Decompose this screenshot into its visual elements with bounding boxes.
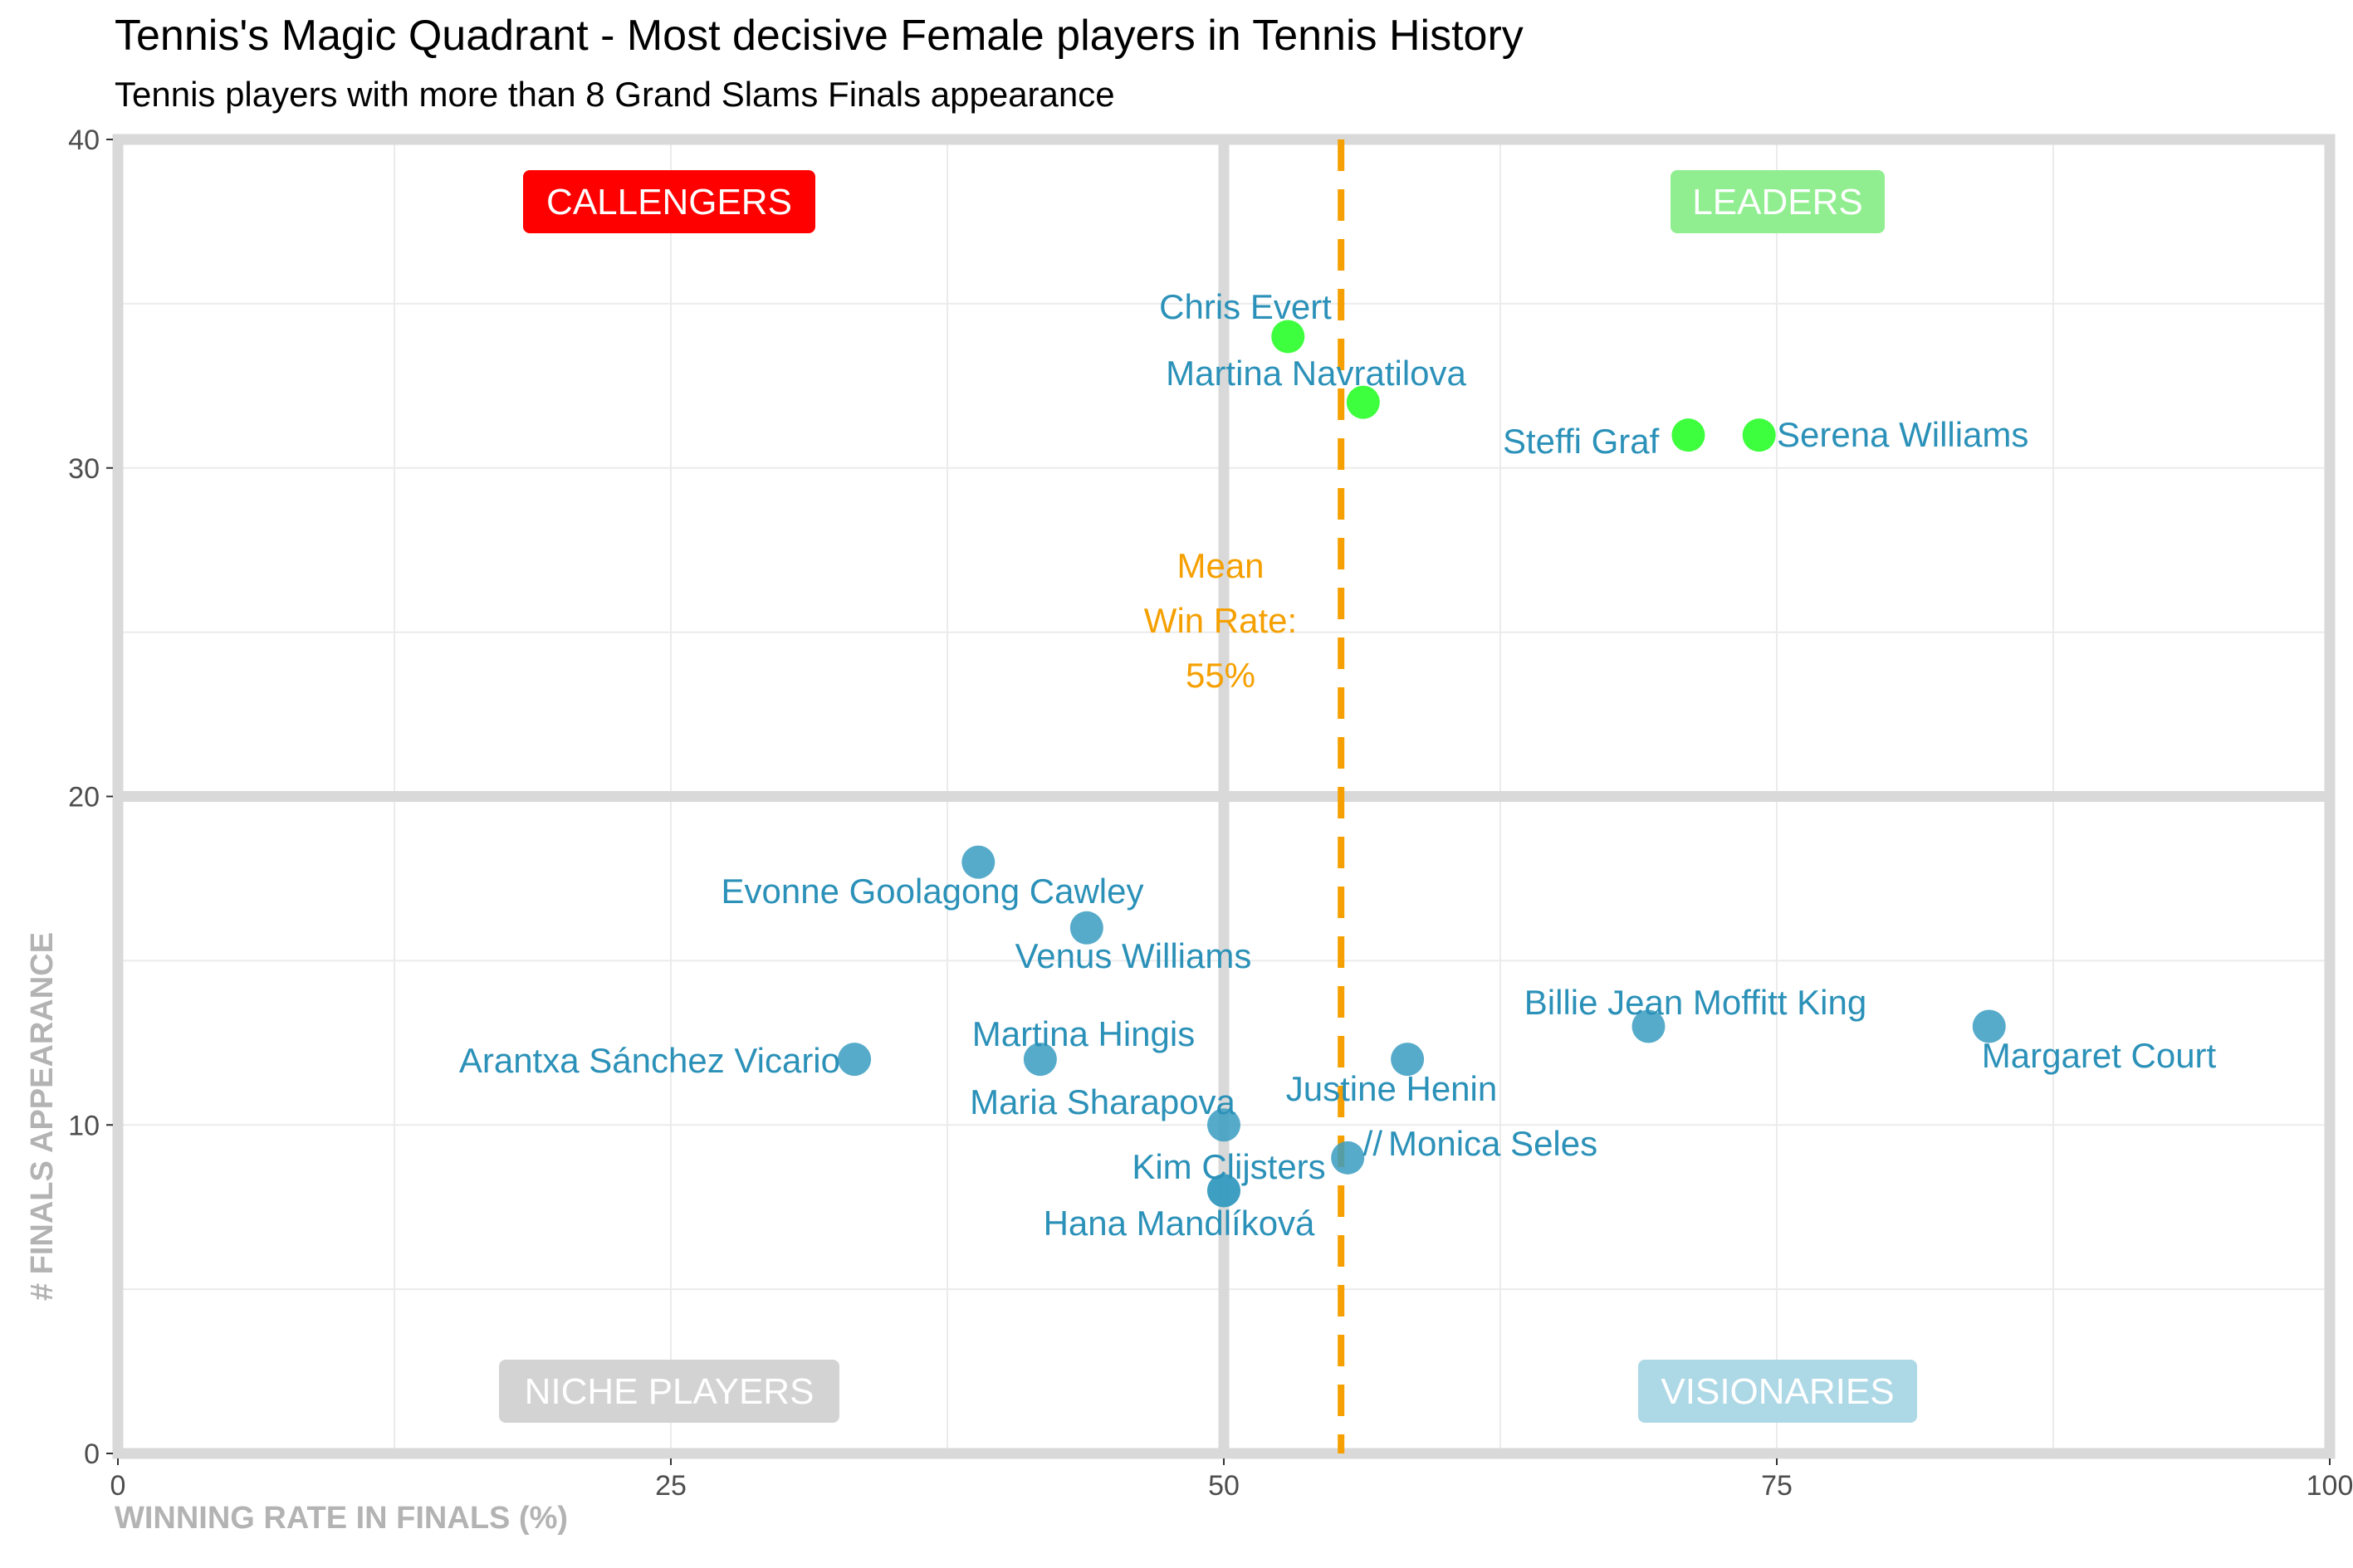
data-point	[1069, 911, 1103, 945]
quadrant-label-visionaries: VISIONARIES	[1638, 1360, 1917, 1423]
data-point	[1207, 1174, 1240, 1208]
quadrant-label-text: VISIONARIES	[1661, 1371, 1894, 1412]
mean-label-line-1: Mean	[1176, 546, 1264, 585]
point-label: Evonne Goolagong Cawley	[721, 872, 1143, 911]
y-tick-label: 20	[68, 782, 100, 813]
annotation-label: //	[1363, 1124, 1383, 1163]
data-points	[838, 320, 2006, 1208]
point-label: Margaret Court	[1982, 1036, 2217, 1075]
x-tick-label: 75	[1761, 1470, 1793, 1502]
quadrant-label-box	[1671, 170, 1885, 233]
point-label: Serena Williams	[1777, 415, 2028, 454]
point-label: Arantxa Sánchez Vicario	[459, 1041, 840, 1080]
y-tick-label: 10	[68, 1110, 100, 1141]
x-axis-title: WINNING RATE IN FINALS (%)	[115, 1501, 568, 1536]
chart-subtitle: Tennis players with more than 8 Grand Sl…	[115, 75, 1115, 114]
point-label: Martina Navratilova	[1166, 354, 1466, 393]
quadrant-label-box	[523, 170, 815, 233]
x-tick-label: 0	[110, 1470, 126, 1502]
quadrant-label-box	[499, 1360, 839, 1423]
mean-label-line-3: 55%	[1186, 656, 1255, 695]
quadrant-label-niche-players: NICHE PLAYERS	[499, 1360, 839, 1423]
mean-label-line-2: Win Rate:	[1144, 601, 1297, 640]
point-label: Monica Seles	[1388, 1124, 1597, 1163]
point-label: Venus Williams	[1015, 936, 1252, 975]
quadrant-label-leaders: LEADERS	[1671, 170, 1885, 233]
quadrant-label-callengers: CALLENGERS	[523, 170, 815, 233]
quadrant-label-text: CALLENGERS	[546, 182, 792, 222]
y-tick-label: 0	[84, 1439, 100, 1470]
point-labels: Chris Evert Martina Navratilova Steffi Gra…	[459, 287, 2217, 1243]
point-label: Kim Clijsters	[1132, 1147, 1325, 1186]
x-tick-label: 25	[655, 1470, 687, 1502]
data-point	[1271, 320, 1305, 354]
data-point	[838, 1043, 872, 1077]
data-point	[1631, 1009, 1666, 1043]
mean-line-group: Mean Win Rate: 55%	[1144, 139, 1345, 1453]
quadrant-dividers	[112, 134, 2336, 1459]
quadrant-label-text: LEADERS	[1692, 182, 1862, 222]
chart-title: Tennis's Magic Quadrant - Most decisive …	[115, 12, 1524, 60]
data-point	[1346, 385, 1380, 419]
y-tick-label: 40	[68, 125, 100, 156]
data-point	[1972, 1009, 2006, 1043]
data-point	[1207, 1108, 1240, 1142]
data-point	[1023, 1043, 1057, 1077]
quadrant-label-box	[1638, 1360, 1917, 1423]
point-label: Justine Henin	[1286, 1069, 1497, 1108]
point-label: Billie Jean Moffitt King	[1524, 983, 1866, 1022]
x-tick-label: 50	[1208, 1470, 1240, 1502]
data-point	[1671, 418, 1705, 452]
y-axis-title: # FINALS APPEARANCE	[25, 932, 60, 1301]
data-point	[1331, 1141, 1365, 1175]
data-point	[1742, 418, 1776, 452]
x-tick-label: 100	[2307, 1470, 2353, 1502]
data-point	[961, 845, 996, 879]
data-point	[1391, 1043, 1425, 1077]
quadrant-labels: CALLENGERS LEADERS NICHE PLAYERS VISIONARIE…	[499, 170, 1917, 1423]
point-label: Martina Hingis	[972, 1014, 1195, 1053]
point-label: Chris Evert	[1159, 287, 1332, 326]
y-tick-label: 30	[68, 453, 100, 485]
quadrant-label-text: NICHE PLAYERS	[525, 1371, 814, 1412]
point-label: Steffi Graf	[1503, 422, 1660, 461]
axis-ticks: 0 25 50 75 100 0 10 20 30 40	[68, 125, 2353, 1502]
point-label: Hana Mandlíková	[1044, 1204, 1315, 1243]
point-label: Maria Sharapova	[970, 1082, 1235, 1121]
